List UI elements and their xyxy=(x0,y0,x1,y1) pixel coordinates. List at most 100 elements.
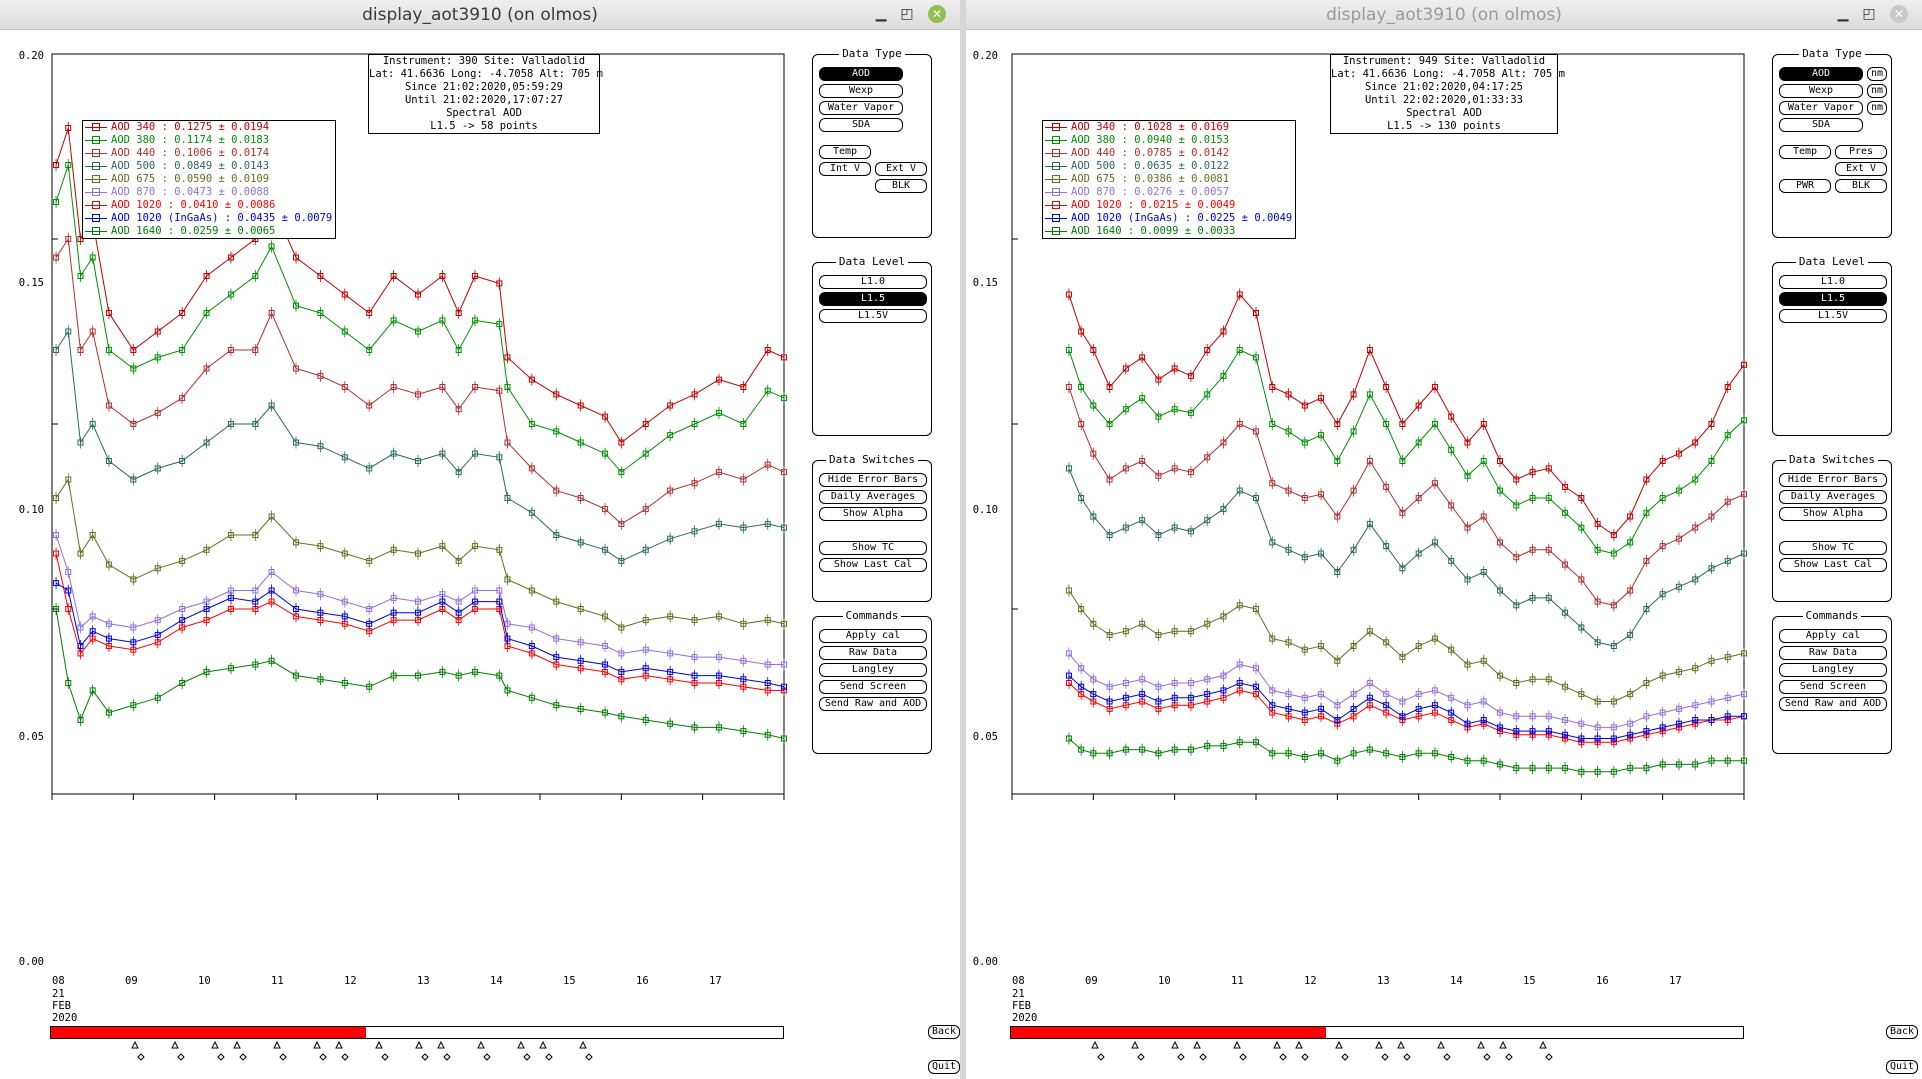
measurement-marker xyxy=(1097,1053,1105,1061)
measurement-marker xyxy=(1375,1040,1383,1049)
show-tc-button[interactable]: Show TC xyxy=(819,541,927,555)
back-button[interactable]: Back xyxy=(1886,1025,1918,1039)
show-last-cal-button[interactable]: Show Last Cal xyxy=(819,558,927,572)
pwr-button[interactable]: PWR xyxy=(1779,179,1831,193)
data-point xyxy=(1464,439,1471,446)
data-point xyxy=(504,687,511,694)
nm-button[interactable]: nm xyxy=(1867,84,1887,98)
data-point xyxy=(1106,683,1113,690)
data-point xyxy=(1431,384,1438,390)
send-raw-and-aod-button[interactable]: Send Raw and AOD xyxy=(819,697,927,711)
data-point xyxy=(203,273,210,279)
measurement-marker xyxy=(1295,1040,1303,1049)
data-point xyxy=(53,347,60,353)
blk-button[interactable]: BLK xyxy=(875,179,927,193)
measurement-marker xyxy=(1335,1040,1343,1049)
nm-button[interactable]: nm xyxy=(1867,67,1887,81)
data-point xyxy=(1301,754,1308,760)
show-tc-button[interactable]: Show TC xyxy=(1779,541,1887,555)
blk-button[interactable]: BLK xyxy=(1835,179,1887,193)
title-bar[interactable]: display_aot3910 (on olmos) ▁ ◰ ✕ xyxy=(966,0,1922,30)
apply-cal-button[interactable]: Apply cal xyxy=(1779,629,1887,643)
sda-button[interactable]: SDA xyxy=(819,118,903,132)
aod-button[interactable]: AOD xyxy=(819,67,903,81)
data-point xyxy=(1122,746,1129,753)
daily-averages-button[interactable]: Daily Averages xyxy=(1779,490,1887,504)
data-point xyxy=(1399,713,1406,720)
show-last-cal-button[interactable]: Show Last Cal xyxy=(1779,558,1887,572)
data-point xyxy=(1220,506,1227,513)
legend-entry: AOD 500 : 0.0635 ± 0.0122 xyxy=(1043,160,1295,173)
data-point xyxy=(740,421,747,427)
level-l15v-button[interactable]: L1.5V xyxy=(819,309,927,323)
level-l10-button[interactable]: L1.0 xyxy=(1779,275,1887,289)
time-range-bar[interactable] xyxy=(50,1026,784,1039)
send-raw-and-aod-button[interactable]: Send Raw and AOD xyxy=(1779,697,1887,711)
data-point xyxy=(764,461,771,468)
quit-button[interactable]: Quit xyxy=(928,1060,960,1074)
measurement-marker xyxy=(579,1040,587,1049)
data-point xyxy=(504,495,511,501)
data-point xyxy=(317,443,324,450)
data-point xyxy=(1204,691,1211,698)
back-button[interactable]: Back xyxy=(928,1025,960,1039)
data-point xyxy=(1513,680,1520,686)
data-point xyxy=(77,439,84,446)
maximize-button[interactable]: ◰ xyxy=(900,6,914,22)
measurement-marker xyxy=(585,1053,593,1061)
wexp-button[interactable]: Wexp xyxy=(819,84,903,98)
daily-averages-button[interactable]: Daily Averages xyxy=(819,490,927,504)
minimize-button[interactable]: ▁ xyxy=(1837,6,1849,22)
data-point xyxy=(1366,628,1373,635)
pres-button[interactable]: Pres xyxy=(1835,145,1887,159)
send-screen-button[interactable]: Send Screen xyxy=(819,680,927,694)
water-vapor-button[interactable]: Water Vapor xyxy=(1779,101,1863,115)
data-point xyxy=(154,409,161,416)
measurement-marker xyxy=(1137,1053,1145,1061)
ext-v-button[interactable]: Ext V xyxy=(1835,162,1887,176)
show-alpha-button[interactable]: Show Alpha xyxy=(1779,507,1887,521)
data-point xyxy=(715,724,722,731)
apply-cal-button[interactable]: Apply cal xyxy=(819,629,927,643)
sda-button[interactable]: SDA xyxy=(1779,118,1863,132)
close-button[interactable]: ✕ xyxy=(928,5,946,23)
data-point xyxy=(1350,750,1357,757)
maximize-button[interactable]: ◰ xyxy=(1862,6,1876,22)
temp-button[interactable]: Temp xyxy=(1779,145,1831,159)
wexp-button[interactable]: Wexp xyxy=(1779,84,1863,98)
raw-data-button[interactable]: Raw Data xyxy=(1779,646,1887,660)
level-l15v-button[interactable]: L1.5V xyxy=(1779,309,1887,323)
ext-v-button[interactable]: Ext V xyxy=(875,162,927,176)
nm-button[interactable]: nm xyxy=(1867,101,1887,115)
langley-button[interactable]: Langley xyxy=(819,663,927,677)
data-point xyxy=(528,509,535,516)
aod-button[interactable]: AOD xyxy=(1779,67,1863,81)
legend-label: AOD 340 : 0.1028 ± 0.0169 xyxy=(1071,121,1230,133)
title-bar[interactable]: display_aot3910 (on olmos) ▁ ◰ ✕ xyxy=(0,0,960,30)
data-point xyxy=(341,550,348,557)
y-tick-label: 0.10 xyxy=(18,504,44,516)
measurement-marker xyxy=(517,1040,525,1049)
level-l15-button[interactable]: L1.5 xyxy=(1779,292,1887,306)
time-range-bar[interactable] xyxy=(1010,1026,1744,1039)
hide-error-bars-button[interactable]: Hide Error Bars xyxy=(1779,473,1887,487)
water-vapor-button[interactable]: Water Vapor xyxy=(819,101,903,115)
data-point xyxy=(1724,557,1731,564)
data-point xyxy=(415,458,421,464)
legend-swatch xyxy=(85,218,107,219)
int-v-button[interactable]: Int V xyxy=(819,162,871,176)
minimize-button[interactable]: ▁ xyxy=(875,6,887,22)
level-l15-button[interactable]: L1.5 xyxy=(819,292,927,306)
show-alpha-button[interactable]: Show Alpha xyxy=(819,507,927,521)
temp-button[interactable]: Temp xyxy=(819,145,871,159)
data-point xyxy=(496,587,503,594)
quit-button[interactable]: Quit xyxy=(1886,1060,1918,1074)
data-point xyxy=(642,450,649,457)
send-screen-button[interactable]: Send Screen xyxy=(1779,680,1887,694)
close-button[interactable]: ✕ xyxy=(1890,5,1908,23)
data-point xyxy=(154,328,161,335)
hide-error-bars-button[interactable]: Hide Error Bars xyxy=(819,473,927,487)
raw-data-button[interactable]: Raw Data xyxy=(819,646,927,660)
langley-button[interactable]: Langley xyxy=(1779,663,1887,677)
level-l10-button[interactable]: L1.0 xyxy=(819,275,927,289)
